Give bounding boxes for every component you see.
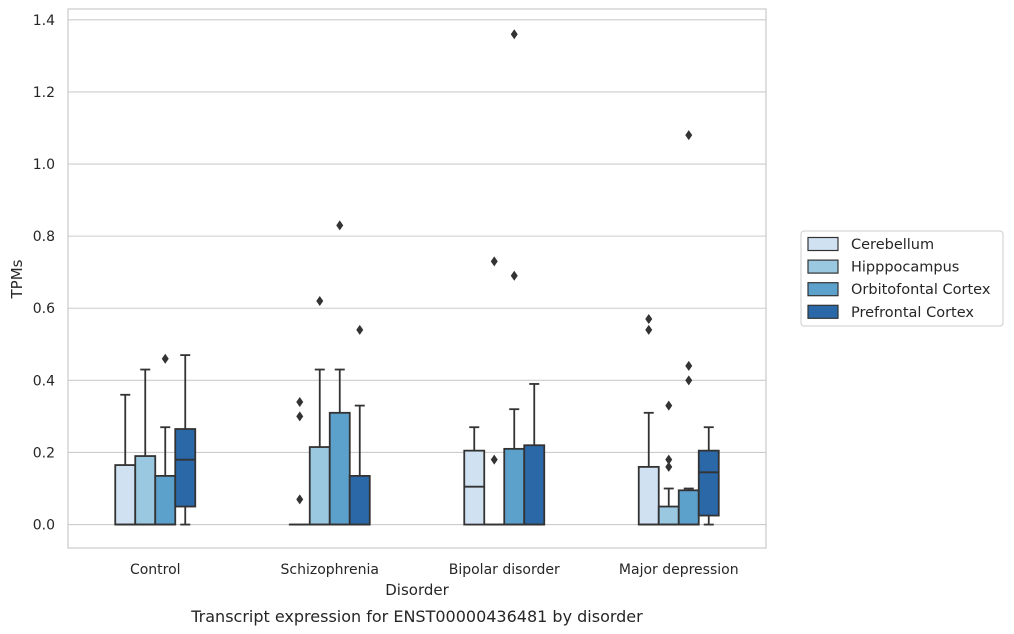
legend-label: Cerebellum bbox=[851, 237, 934, 253]
box bbox=[637, 314, 660, 526]
box-iqr bbox=[657, 505, 680, 526]
outlier-point bbox=[296, 411, 304, 422]
outlier-point bbox=[490, 256, 498, 267]
box-iqr bbox=[154, 474, 177, 526]
box-iqr bbox=[328, 411, 351, 526]
outlier-point bbox=[161, 353, 169, 364]
outlier-point bbox=[645, 324, 653, 335]
y-tick-label: 0.6 bbox=[33, 301, 55, 317]
box bbox=[308, 296, 331, 526]
y-axis-label: TPMs bbox=[8, 259, 26, 299]
box bbox=[348, 324, 371, 526]
box-iqr bbox=[637, 465, 660, 526]
y-tick-label: 0.2 bbox=[33, 445, 55, 461]
x-tick-label: Control bbox=[130, 562, 181, 578]
outlier-point bbox=[665, 400, 673, 411]
box bbox=[657, 400, 680, 526]
box-iqr bbox=[523, 444, 546, 526]
outlier-point bbox=[685, 375, 693, 386]
y-axis-ticks: 0.0 0.2 0.4 0.6 0.8 1.0 1.2 1.4 bbox=[33, 13, 55, 534]
legend-swatch bbox=[807, 236, 839, 252]
box-iqr bbox=[134, 455, 157, 526]
box bbox=[463, 426, 486, 526]
y-tick-label: 0.4 bbox=[33, 373, 55, 389]
outlier-point bbox=[685, 360, 693, 371]
x-tick-label: Schizophrenia bbox=[281, 562, 379, 578]
box-iqr bbox=[308, 446, 331, 526]
legend: Cerebellum Hipppocampus Orbitofontal Corte… bbox=[800, 230, 1004, 327]
outlier-point bbox=[665, 461, 673, 472]
box bbox=[483, 256, 506, 526]
box-iqr bbox=[174, 428, 197, 508]
legend-label: Hipppocampus bbox=[851, 260, 959, 276]
outlier-point bbox=[336, 220, 344, 231]
outlier-point bbox=[685, 130, 693, 141]
box-iqr bbox=[463, 449, 486, 526]
y-tick-label: 0.0 bbox=[33, 518, 55, 534]
box-iqr bbox=[114, 464, 137, 526]
figure-caption: Transcript expression for ENST0000043648… bbox=[190, 607, 643, 626]
legend-swatch bbox=[807, 282, 839, 297]
y-tick-label: 1.0 bbox=[33, 157, 55, 173]
box bbox=[328, 220, 351, 526]
box bbox=[174, 354, 197, 526]
outlier-point bbox=[490, 454, 498, 465]
outlier-point bbox=[356, 324, 364, 335]
box bbox=[523, 383, 546, 526]
y-tick-label: 1.2 bbox=[33, 85, 55, 101]
legend-label: Prefrontal Cortex bbox=[851, 305, 974, 321]
outlier-point bbox=[296, 494, 304, 505]
outlier-point bbox=[665, 454, 673, 465]
x-axis-label: Disorder bbox=[385, 581, 449, 599]
box-iqr bbox=[503, 447, 526, 526]
box bbox=[697, 426, 720, 526]
outlier-point bbox=[296, 396, 304, 407]
legend-swatch bbox=[807, 259, 839, 274]
box-iqr bbox=[697, 449, 720, 517]
outlier-point bbox=[510, 29, 518, 40]
box bbox=[677, 130, 700, 526]
box-iqr bbox=[348, 474, 371, 526]
y-tick-label: 0.8 bbox=[33, 229, 55, 245]
plot-area-frame bbox=[67, 8, 767, 549]
x-axis-ticks: Control Schizophrenia Bipolar disorder Majo… bbox=[130, 562, 739, 578]
legend-frame bbox=[800, 230, 1004, 327]
box-iqr bbox=[677, 489, 700, 526]
outlier-point bbox=[510, 270, 518, 281]
box bbox=[503, 29, 526, 526]
x-tick-label: Major depression bbox=[619, 562, 739, 578]
outlier-point bbox=[316, 296, 324, 307]
legend-swatch bbox=[807, 304, 839, 319]
x-tick-label: Bipolar disorder bbox=[449, 562, 560, 578]
legend-label: Orbitofontal Cortex bbox=[851, 282, 991, 298]
y-tick-label: 1.4 bbox=[33, 13, 55, 29]
boxes bbox=[114, 29, 720, 526]
outlier-point bbox=[645, 314, 653, 325]
